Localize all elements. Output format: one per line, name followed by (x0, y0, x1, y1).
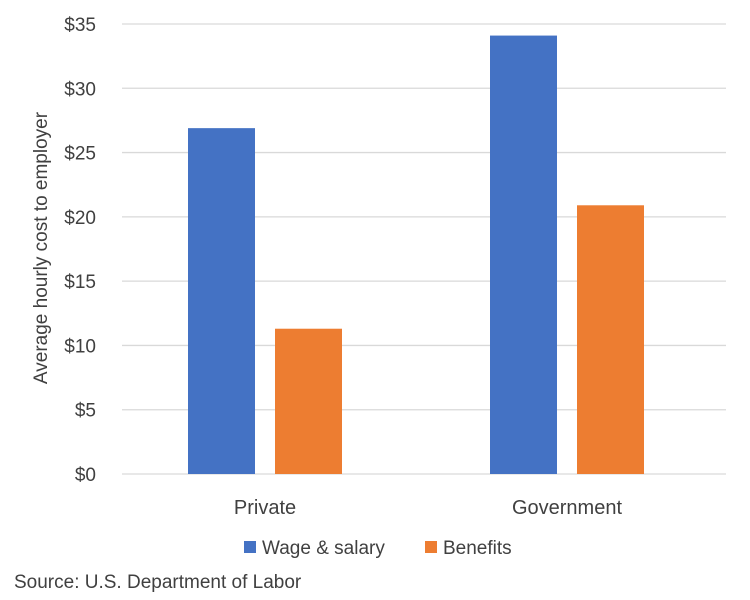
y-tick-label: $15 (64, 272, 96, 293)
legend-swatch (425, 541, 437, 553)
legend-label: Benefits (443, 538, 512, 559)
bar-benefits-government (577, 205, 644, 475)
y-tick-label: $35 (64, 15, 96, 36)
y-tick-label: $5 (75, 401, 96, 422)
y-tick-label: $25 (64, 144, 96, 165)
bar-wage-salary-private (188, 128, 255, 474)
y-tick-label: $30 (64, 79, 96, 100)
bar-benefits-private (275, 328, 342, 474)
bars (188, 35, 644, 475)
x-category-label: Private (234, 497, 296, 519)
legend: Wage & salary Benefits (244, 538, 512, 559)
legend-swatch (244, 541, 256, 553)
x-axis-categories: Private Government (234, 497, 623, 519)
y-tick-label: $20 (64, 208, 96, 229)
source-note: Source: U.S. Department of Labor (14, 572, 302, 593)
y-axis-ticks: $0 $5 $10 $15 $20 $25 $30 $35 (64, 15, 96, 486)
y-tick-label: $0 (75, 465, 96, 486)
y-axis-title: Average hourly cost to employer (31, 111, 52, 384)
bar-wage-salary-government (490, 35, 557, 474)
y-tick-label: $10 (64, 336, 96, 357)
x-category-label: Government (512, 497, 622, 519)
legend-label: Wage & salary (262, 538, 385, 559)
